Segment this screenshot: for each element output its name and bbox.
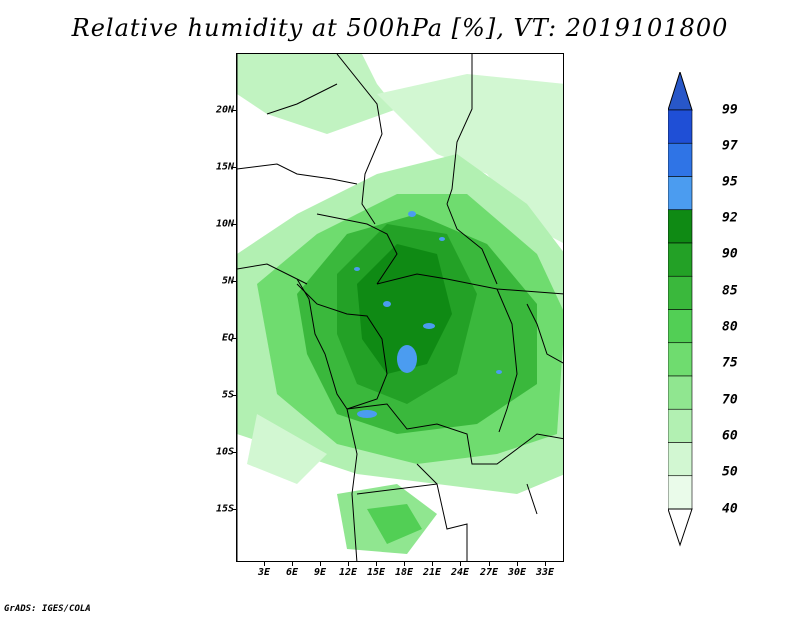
lat-label: 10S xyxy=(215,446,234,458)
colorbar-label: 75 xyxy=(722,355,738,371)
lon-tick xyxy=(348,562,349,566)
colorbar-label: 92 xyxy=(722,210,738,226)
colorbar-swatch xyxy=(668,475,693,510)
lon-tick xyxy=(432,562,433,566)
humidity-field xyxy=(237,54,563,561)
lat-tick xyxy=(232,281,236,282)
colorbar-label: 90 xyxy=(722,246,738,262)
colorbar-swatch xyxy=(668,142,693,177)
map-panel[interactable] xyxy=(236,53,564,562)
colorbar-label: 50 xyxy=(722,464,738,480)
country-borders xyxy=(237,54,563,561)
lat-label: 5N xyxy=(221,275,234,287)
lon-tick xyxy=(404,562,405,566)
lon-label: 12E xyxy=(338,567,358,578)
lat-tick xyxy=(232,509,236,510)
saturated-patches xyxy=(354,211,502,418)
colorbar-top-arrow xyxy=(668,72,693,111)
colorbar-swatch xyxy=(668,176,693,211)
lat-tick xyxy=(232,167,236,168)
colorbar-swatch xyxy=(668,375,693,410)
colorbar-swatch xyxy=(668,109,693,144)
colorbar-swatch xyxy=(668,242,693,277)
lat-tick xyxy=(232,110,236,111)
lon-label: 30E xyxy=(507,567,527,578)
colorbar-label: 97 xyxy=(722,138,738,154)
lon-label: 3E xyxy=(257,567,271,578)
lon-tick xyxy=(545,562,546,566)
credit-text: GrADS: IGES/COLA xyxy=(4,604,91,614)
colorbar-swatch xyxy=(668,342,693,377)
colorbar-label: 99 xyxy=(722,102,738,118)
lat-label: 10N xyxy=(215,218,234,230)
lon-label: 21E xyxy=(422,567,442,578)
colorbar-swatch xyxy=(668,309,693,344)
colorbar-label: 40 xyxy=(722,501,738,517)
lon-label: 33E xyxy=(535,567,555,578)
chart-title: Relative humidity at 500hPa [%], VT: 201… xyxy=(71,14,729,42)
lon-label: 18E xyxy=(394,567,414,578)
colorbar-swatch xyxy=(668,442,693,477)
lat-tick xyxy=(232,338,236,339)
lon-tick xyxy=(460,562,461,566)
lon-tick xyxy=(320,562,321,566)
lon-label: 9E xyxy=(313,567,327,578)
colorbar-label: 85 xyxy=(722,283,738,299)
lon-label: 15E xyxy=(366,567,386,578)
lat-label: EQ xyxy=(221,332,234,344)
colorbar-label: 70 xyxy=(722,392,738,408)
lon-tick xyxy=(376,562,377,566)
lon-tick xyxy=(264,562,265,566)
lat-tick xyxy=(232,224,236,225)
lon-label: 6E xyxy=(285,567,299,578)
lat-label: 15N xyxy=(215,161,234,173)
colorbar-bottom-arrow xyxy=(668,508,693,547)
lon-tick xyxy=(517,562,518,566)
colorbar-swatch xyxy=(668,209,693,244)
lat-label: 15S xyxy=(215,503,234,515)
lat-tick xyxy=(232,395,236,396)
lat-label: 20N xyxy=(215,104,234,116)
lat-tick xyxy=(232,452,236,453)
colorbar-swatch xyxy=(668,408,693,443)
lon-tick xyxy=(489,562,490,566)
humidity-shading xyxy=(237,54,563,554)
colorbar xyxy=(668,72,693,547)
lat-label: 5S xyxy=(221,389,234,401)
lon-label: 24E xyxy=(450,567,470,578)
lon-label: 27E xyxy=(479,567,499,578)
colorbar-swatch xyxy=(668,275,693,310)
lon-tick xyxy=(292,562,293,566)
colorbar-segments xyxy=(668,109,693,510)
colorbar-label: 60 xyxy=(722,428,738,444)
colorbar-label: 80 xyxy=(722,319,738,335)
colorbar-label: 95 xyxy=(722,174,738,190)
